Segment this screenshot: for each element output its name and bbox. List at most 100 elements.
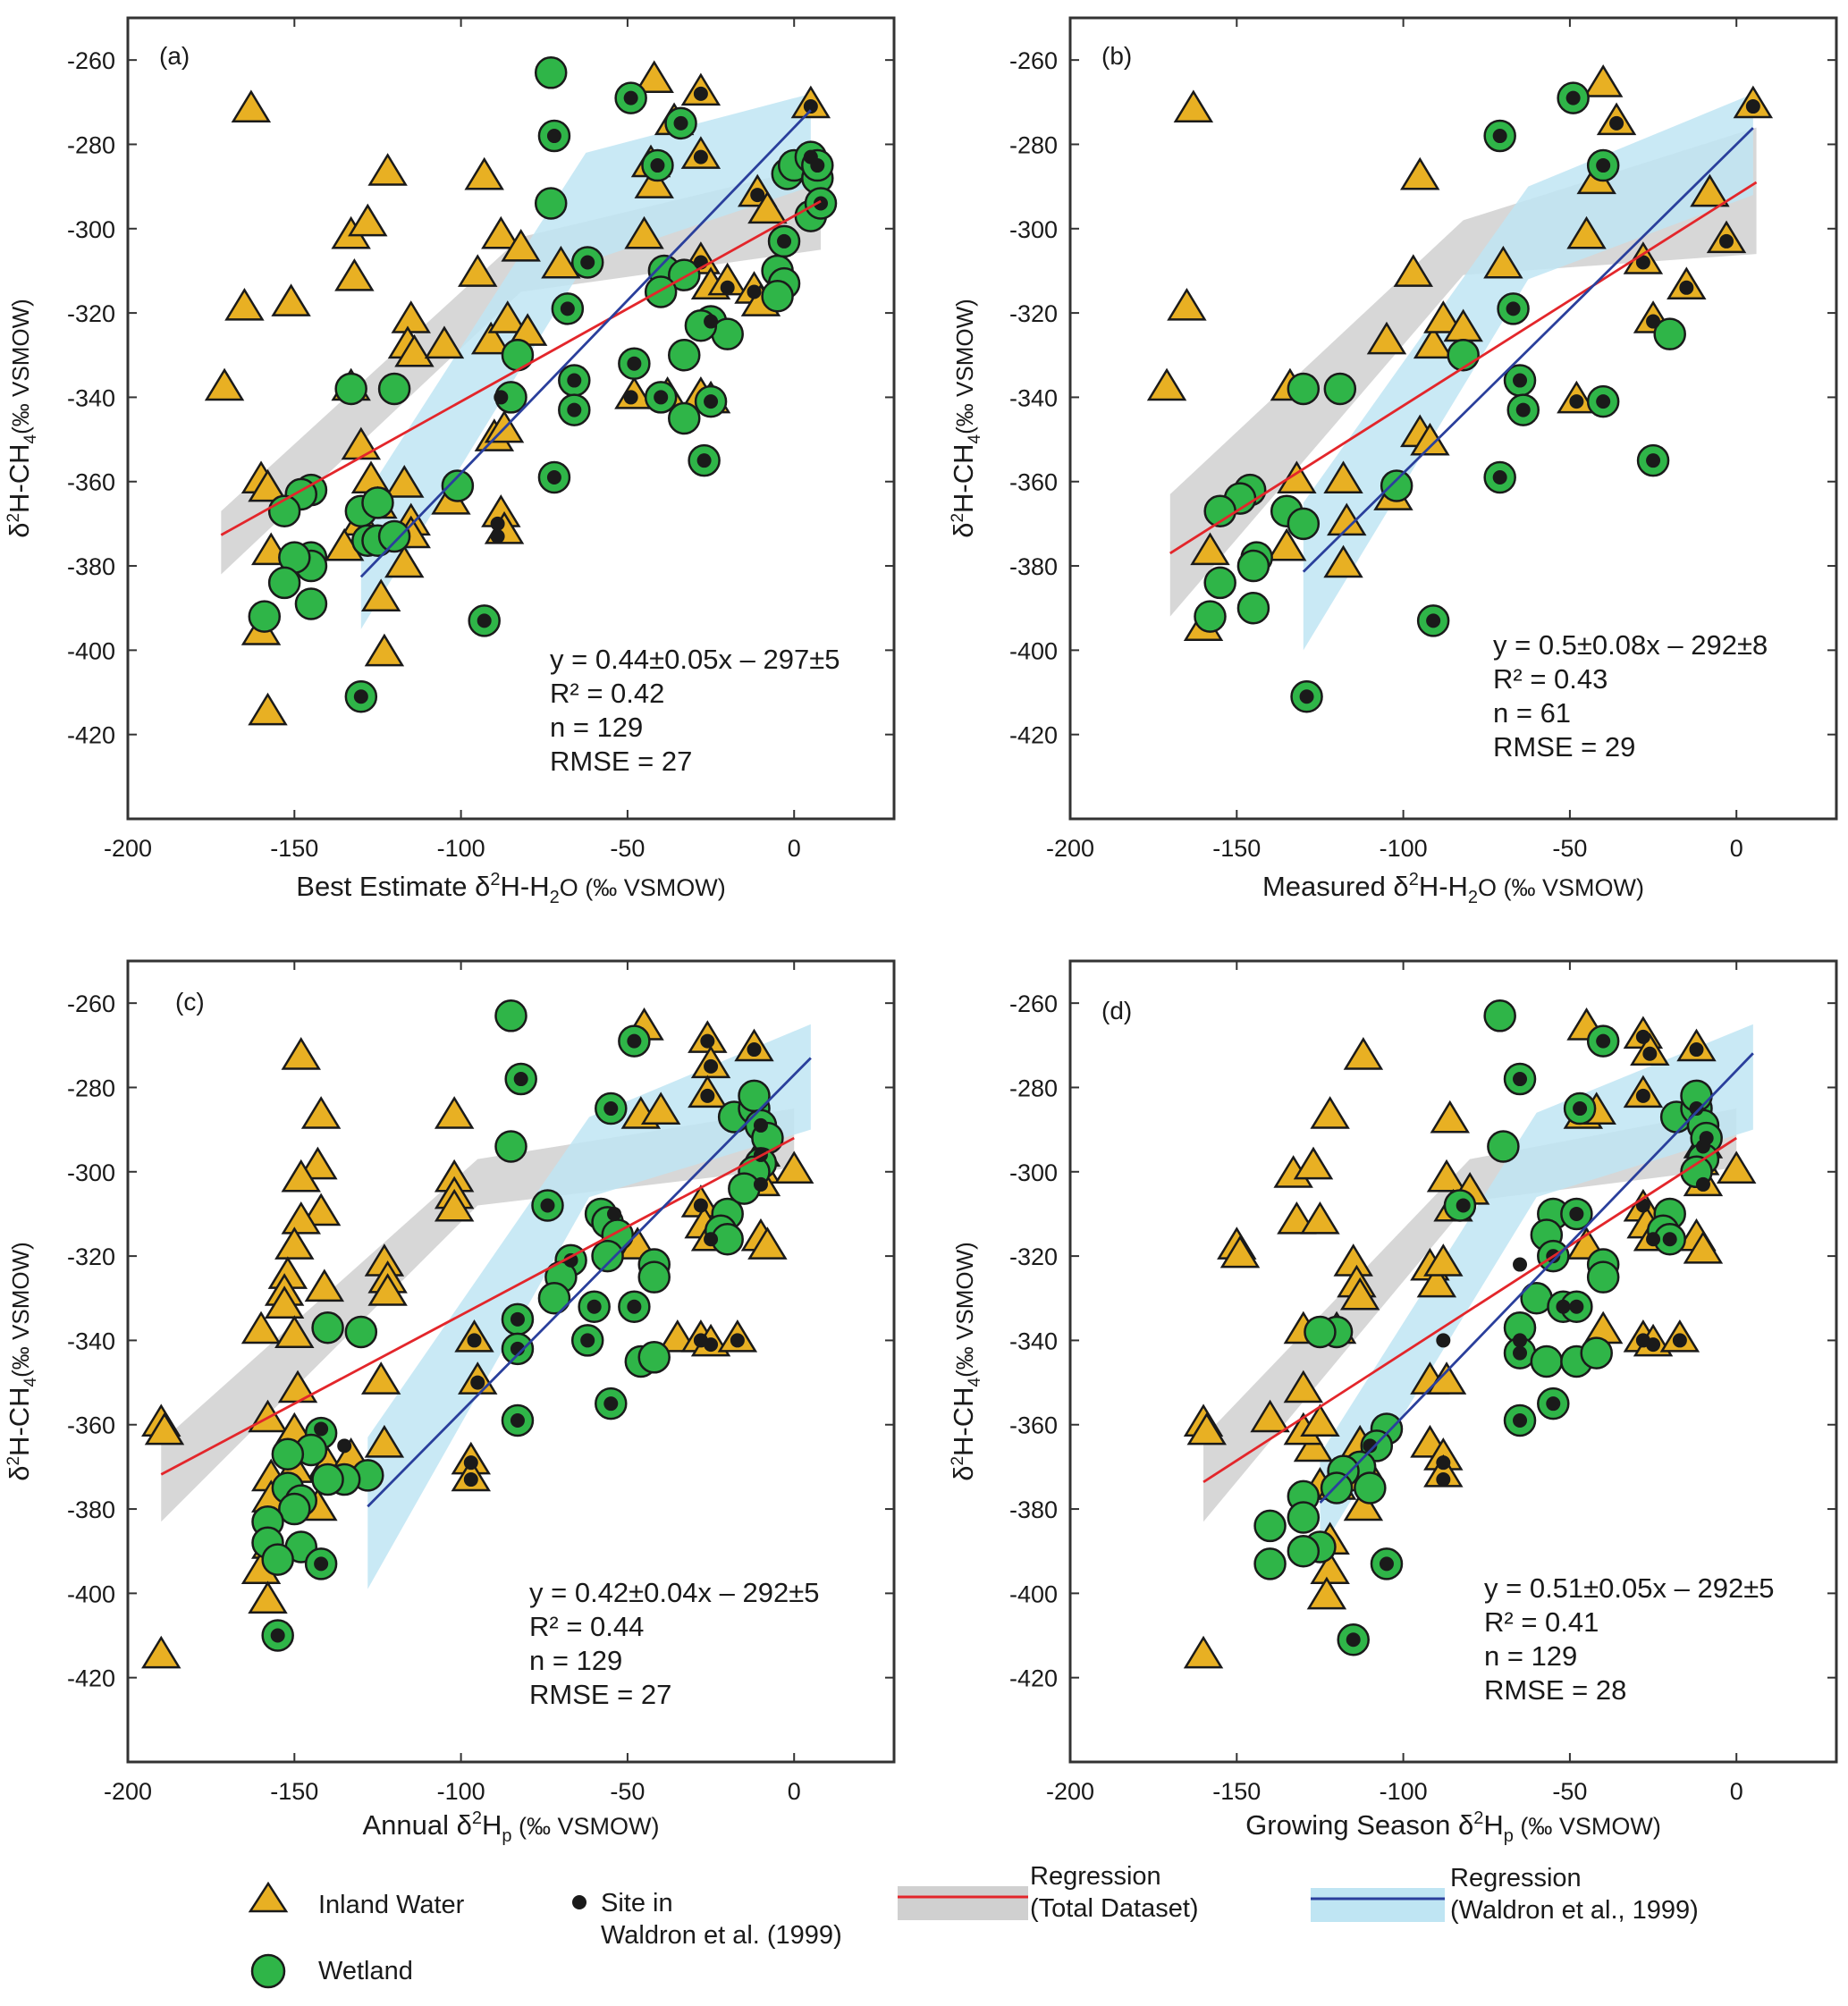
- inland-water-point: [1186, 1412, 1227, 1446]
- waldron-site-dot: [1662, 1232, 1677, 1247]
- wetland-point: [728, 1172, 761, 1205]
- inland-water-point: [487, 300, 527, 333]
- wetland-point: [1487, 1130, 1520, 1163]
- inland-water-point: [1483, 245, 1523, 279]
- wetland-point: [1586, 1260, 1620, 1294]
- inland-water-point: [1582, 64, 1624, 97]
- waldron-site-dot: [750, 188, 765, 203]
- inland-water-point: [304, 1268, 345, 1302]
- waldron-site-dot: [494, 390, 509, 405]
- waldron-site-dot: [1299, 689, 1314, 704]
- x-tick-label: -50: [1552, 835, 1587, 862]
- inland-water-point: [1393, 254, 1434, 287]
- inland-water-point: [1310, 1096, 1350, 1129]
- inland-water-point: [1343, 1037, 1384, 1070]
- waldron-site-dot: [704, 314, 719, 329]
- legend-waldron-line2: (Waldron et al., 1999): [1450, 1896, 1699, 1925]
- y-axis-label: δ2H-CH4(‰ VSMOW): [948, 299, 984, 538]
- wetland-point: [271, 1437, 305, 1471]
- chart-panel-2: -200 -150 -100 -50 0 -260 -280 -300 -320 -340 -360…: [948, 16, 1838, 907]
- inland-water-point: [1426, 1361, 1467, 1395]
- wetland-point: [494, 999, 527, 1032]
- waldron-site-dot: [546, 129, 561, 144]
- wetland-point: [1483, 999, 1516, 1032]
- waldron-site-dot: [337, 1438, 352, 1454]
- legend-inland-water-marker: [248, 1881, 289, 1913]
- y-tick-label: -300: [67, 216, 115, 243]
- inland-water-point: [1146, 367, 1187, 401]
- regression-waldron-band: [367, 1024, 811, 1589]
- regression-waldron-band: [1303, 93, 1753, 651]
- regression-waldron-line: [359, 109, 812, 578]
- waldron-site-dot: [1546, 1396, 1561, 1412]
- inland-water-point: [204, 367, 245, 401]
- x-tick-label: -150: [270, 1778, 318, 1805]
- waldron-site-dot: [1456, 1198, 1471, 1213]
- inland-water-point: [1173, 89, 1214, 122]
- x-tick-label: -100: [437, 835, 485, 862]
- stat-line: RMSE = 27: [529, 1679, 671, 1710]
- stat-line: n = 129: [1484, 1640, 1577, 1672]
- waldron-site-dot: [623, 390, 638, 405]
- legend-site-line1: Site in: [601, 1889, 673, 1918]
- inland-water-point: [1190, 532, 1230, 566]
- inland-water-point: [464, 156, 504, 190]
- waldron-site-dot: [696, 453, 712, 468]
- y-tick-label: -360: [67, 469, 115, 496]
- wetland-point: [1304, 1315, 1337, 1349]
- wetland-point: [311, 1311, 344, 1344]
- legend-total-band: [898, 1886, 1028, 1920]
- inland-water-point: [634, 165, 674, 198]
- waldron-site-dot: [704, 394, 719, 409]
- inland-water-point: [634, 60, 674, 93]
- inland-water-point: [281, 1201, 321, 1235]
- waldron-site-dot: [1346, 1632, 1361, 1648]
- inland-water-point: [1300, 1403, 1340, 1437]
- inland-water-point: [1323, 460, 1363, 493]
- waldron-site-dot: [1646, 1337, 1661, 1353]
- inland-water-point: [1683, 1230, 1724, 1264]
- y-axis-label: δ2H-CH4(‰ VSMOW): [948, 1242, 984, 1481]
- wetland-point: [644, 275, 678, 308]
- waldron-site-dot: [1513, 1413, 1528, 1429]
- inland-water-point: [1300, 1201, 1340, 1235]
- wetland-point: [534, 187, 568, 220]
- waldron-site-dot: [1635, 1088, 1650, 1103]
- wetland-point: [537, 1282, 571, 1315]
- wetland-point: [377, 372, 411, 406]
- wetland-point: [1236, 591, 1270, 625]
- waldron-site-dot: [693, 86, 708, 101]
- inland-water-point: [1339, 1277, 1380, 1311]
- inland-water-point: [248, 468, 288, 502]
- wetland-point: [248, 600, 282, 633]
- y-tick-label: -260: [1009, 990, 1058, 1017]
- y-tick-label: -380: [1009, 553, 1058, 580]
- waldron-site-dot: [1745, 99, 1760, 114]
- waldron-site-dot: [673, 115, 688, 131]
- legend-site-line2: Waldron et al. (1999): [601, 1921, 842, 1950]
- wetland-point: [668, 339, 701, 372]
- y-tick-label: -360: [1009, 469, 1058, 496]
- wetland-point: [501, 339, 535, 372]
- waldron-site-dot: [270, 1628, 285, 1643]
- y-tick-label: -300: [1009, 1159, 1058, 1186]
- y-tick-label: -400: [1009, 637, 1058, 664]
- x-axis-label: Annual δ2Hp (‰ VSMOW): [362, 1808, 659, 1846]
- legend-site-marker: [572, 1895, 586, 1909]
- wetland-point: [1354, 1471, 1387, 1504]
- inland-water-point: [1430, 1100, 1470, 1134]
- y-tick-label: -420: [67, 722, 115, 749]
- inland-water-point: [501, 228, 541, 262]
- waldron-site-dot: [814, 196, 829, 211]
- stat-line: RMSE = 29: [1493, 731, 1635, 763]
- axes-frame: [1068, 959, 1838, 1764]
- y-tick-label: -260: [1009, 47, 1058, 74]
- waldron-site-dot: [1679, 280, 1694, 295]
- waldron-site-dot: [467, 1333, 482, 1348]
- waldron-site-dot: [1689, 1101, 1704, 1117]
- waldron-site-dot: [1569, 394, 1584, 409]
- y-axis-label: δ2H-CH4(‰ VSMOW): [4, 1242, 40, 1481]
- waldron-site-dot: [510, 1311, 525, 1327]
- waldron-site-dot: [1363, 1438, 1378, 1454]
- inland-water-point: [747, 190, 788, 224]
